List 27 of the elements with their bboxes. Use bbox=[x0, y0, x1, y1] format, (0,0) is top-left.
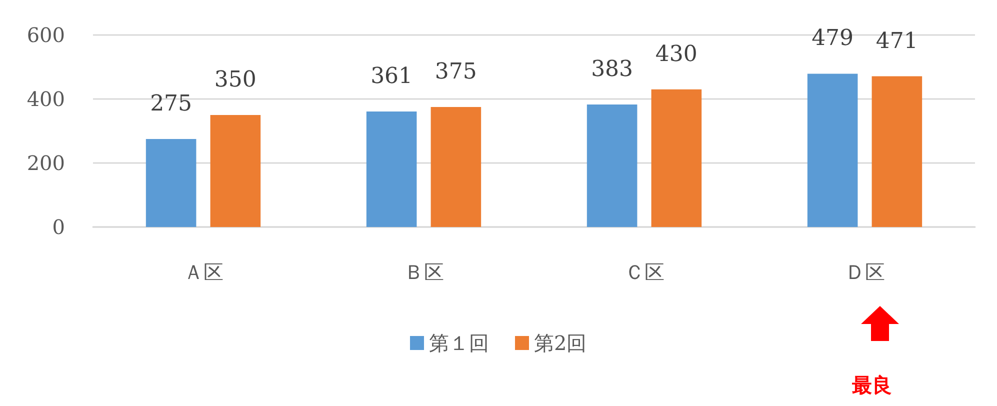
data-label: 430 bbox=[655, 42, 698, 67]
bar bbox=[872, 76, 922, 227]
bar bbox=[807, 74, 858, 227]
bar bbox=[146, 139, 196, 227]
bar bbox=[210, 115, 261, 227]
y-tick-label: 200 bbox=[26, 151, 65, 175]
x-tick-label: Ａ区 bbox=[183, 260, 224, 284]
y-tick-label: 400 bbox=[26, 87, 65, 111]
data-label: 275 bbox=[150, 92, 192, 116]
x-tick-label: Ｄ区 bbox=[844, 260, 885, 284]
data-label: 375 bbox=[434, 60, 477, 84]
bar bbox=[586, 104, 638, 227]
legend-label: 第１回 bbox=[429, 331, 489, 355]
text: 最良 bbox=[852, 373, 892, 397]
bar bbox=[651, 89, 702, 227]
data-label: 383 bbox=[591, 56, 634, 82]
data-label: 471 bbox=[876, 28, 918, 54]
bar bbox=[430, 107, 482, 227]
legend-label: 第2回 bbox=[534, 331, 587, 355]
data-label: 361 bbox=[370, 64, 413, 89]
x-tick-label: Ｂ区 bbox=[404, 260, 444, 284]
y-tick-label: 0 bbox=[52, 215, 65, 239]
data-label: 350 bbox=[214, 68, 256, 92]
bar bbox=[366, 111, 417, 227]
x-tick-label: Ｃ区 bbox=[624, 260, 664, 284]
y-tick-label: 600 bbox=[26, 23, 65, 47]
data-label: 479 bbox=[812, 26, 854, 52]
